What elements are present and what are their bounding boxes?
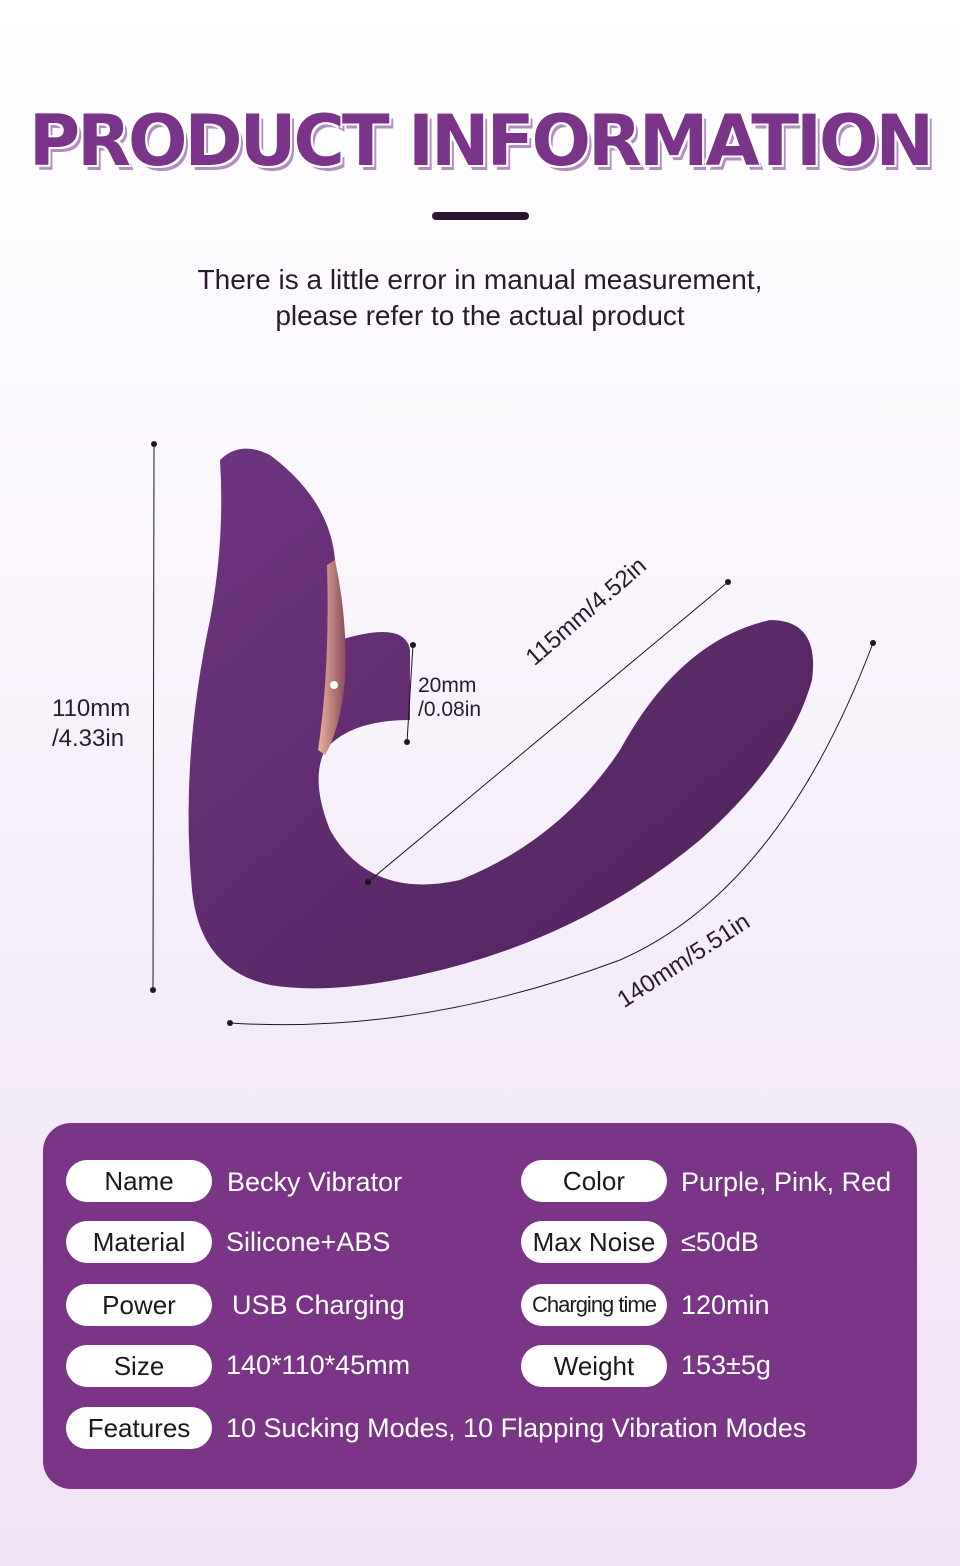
spec-label-material: Material: [66, 1221, 212, 1263]
product-body: [188, 448, 814, 989]
title-underline: [432, 212, 529, 220]
suction-hole: [330, 681, 338, 689]
height-dimension: 110mm /4.33in: [52, 694, 130, 754]
spec-label-power: Power: [66, 1284, 212, 1326]
spec-value-features: 10 Sucking Modes, 10 Flapping Vibration …: [226, 1413, 807, 1443]
spec-value-color: Purple, Pink, Red: [681, 1167, 892, 1197]
measurement-endpoints: [150, 441, 876, 1026]
spec-value-material: Silicone+ABS: [226, 1227, 391, 1257]
spec-value-charging-time: 120min: [681, 1290, 770, 1320]
spec-value-max-noise: ≤50dB: [681, 1227, 759, 1257]
opening-mm: 20mm: [418, 674, 477, 697]
opening-dimension: 20mm /0.08in: [418, 674, 481, 722]
note-line-1: There is a little error in manual measur…: [197, 264, 763, 295]
spec-label-features: Features: [66, 1407, 212, 1449]
page-title: PRODUCT INFORMATION: [28, 100, 934, 182]
measurement-lines: [152, 443, 874, 1026]
product-image: [150, 441, 876, 1026]
height-mm: 110mm: [52, 695, 131, 722]
spec-label-name: Name: [66, 1160, 212, 1202]
suction-ring: [318, 560, 346, 755]
measurement-note: There is a little error in manual measur…: [0, 262, 960, 334]
spec-value-size: 140*110*45mm: [226, 1350, 411, 1380]
spec-value-weight: 153±5g: [681, 1350, 771, 1380]
spec-label-size: Size: [66, 1345, 212, 1387]
height-in: /4.33in: [52, 725, 125, 752]
spec-label-charging-time: Charging time: [521, 1284, 667, 1326]
spec-label-color: Color: [521, 1160, 667, 1202]
spec-value-power: USB Charging: [232, 1290, 405, 1320]
note-line-2: please refer to the actual product: [275, 300, 685, 331]
spec-label-max-noise: Max Noise: [521, 1221, 667, 1263]
spec-label-weight: Weight: [521, 1345, 667, 1387]
opening-in: /0.08in: [418, 698, 482, 721]
spec-value-name: Becky Vibrator: [227, 1167, 403, 1197]
